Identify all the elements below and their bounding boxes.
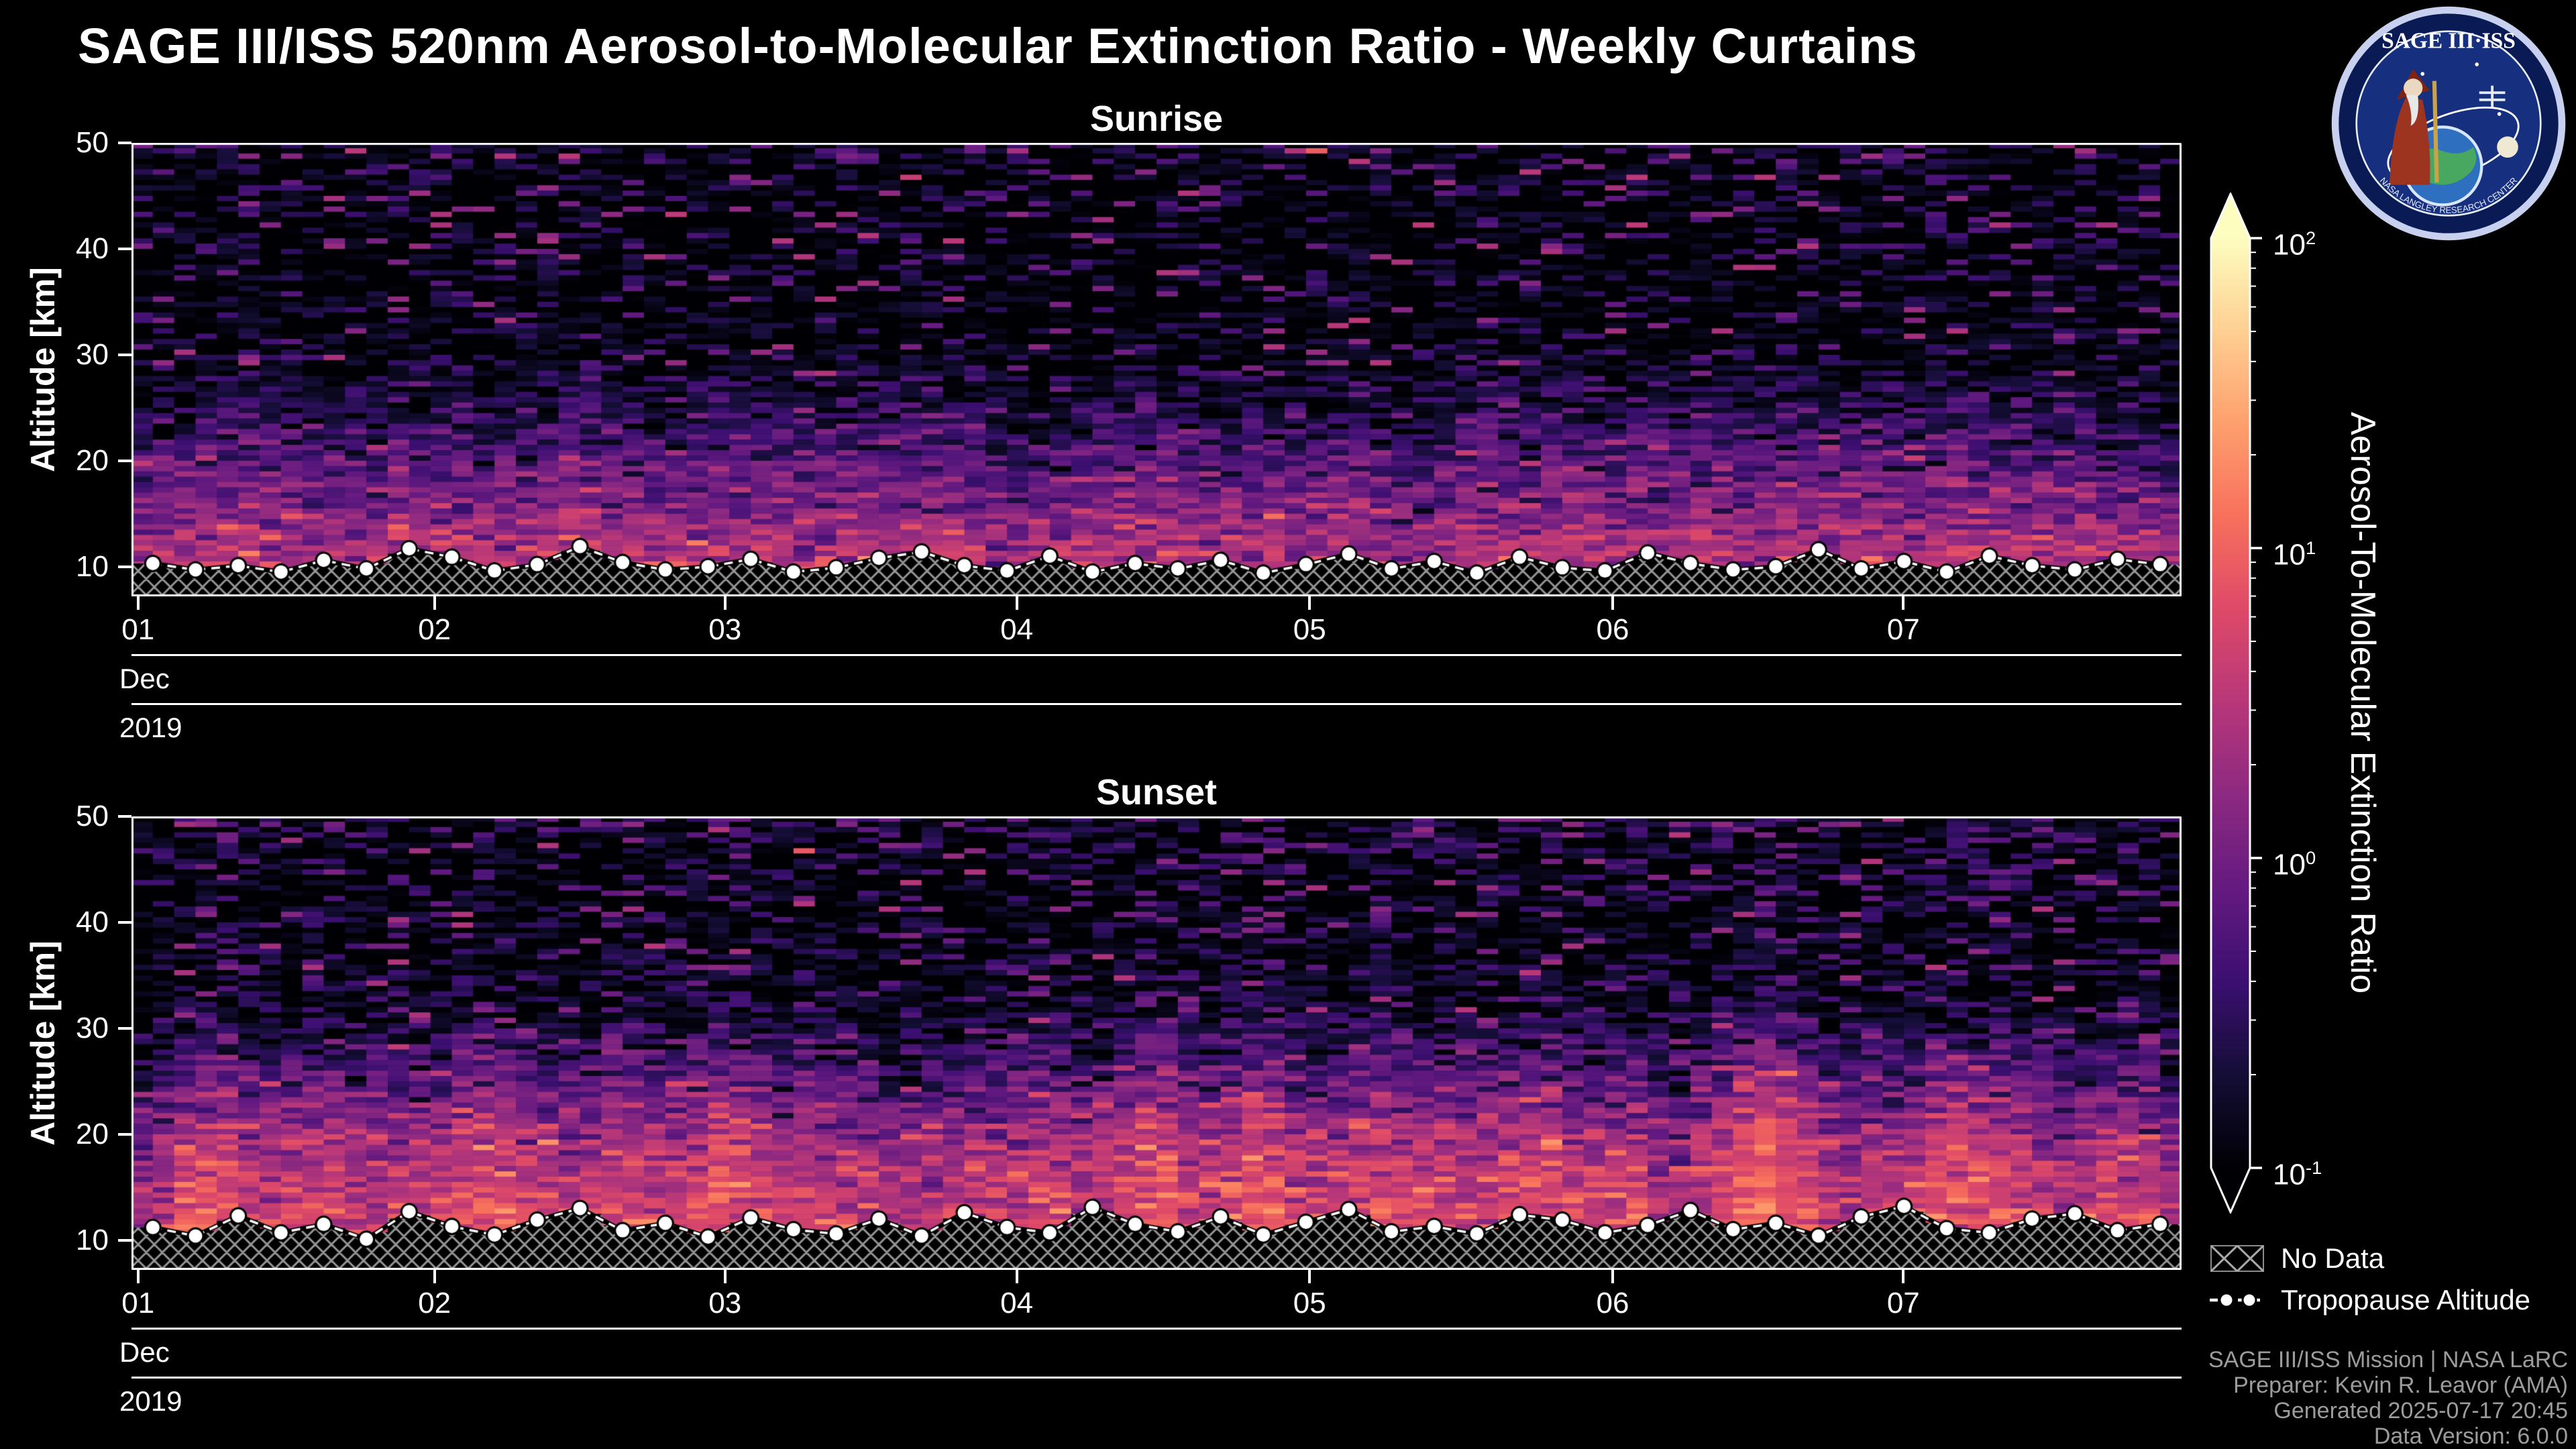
x-axis-month-line <box>131 1328 2182 1330</box>
x-tick-label: 03 <box>708 613 742 646</box>
y-tick-mark <box>118 1026 131 1030</box>
y-tick-label: 30 <box>76 337 109 371</box>
colorbar-gradient <box>2210 193 2251 1214</box>
x-axis-month-offset-label: Dec <box>119 663 170 694</box>
y-tick-mark <box>118 247 131 250</box>
footer-credits: SAGE III/ISS Mission | NASA LaRC Prepare… <box>2208 1347 2568 1449</box>
page-title: SAGE III/ISS 520nm Aerosol-to-Molecular … <box>78 18 1918 74</box>
x-tick-label: 05 <box>1293 1287 1326 1320</box>
x-tick-mark <box>1611 596 1614 610</box>
x-tick-label: 01 <box>121 613 155 646</box>
y-tick-mark <box>118 142 131 144</box>
tropopause-label: Tropopause Altitude <box>2281 1284 2531 1316</box>
y-tick-label: 20 <box>76 443 109 477</box>
colorbar-tick-label: 100 <box>2273 847 2316 881</box>
x-tick-label: 03 <box>708 1287 742 1320</box>
x-axis-month-line <box>131 654 2182 656</box>
logo-moon <box>2497 136 2518 158</box>
x-axis-year-line <box>131 703 2182 705</box>
legend: No Data Tropopause Altitude <box>2208 1242 2530 1316</box>
y-tick-label: 50 <box>76 126 109 159</box>
sunset-heatmap <box>131 816 2182 1270</box>
x-tick-mark <box>1015 596 1018 610</box>
x-tick-mark <box>1308 1270 1311 1283</box>
x-tick-label: 06 <box>1596 613 1629 646</box>
colorbar-tick-label: 102 <box>2273 227 2316 262</box>
colorbar-ticks <box>2250 237 2262 1169</box>
x-tick-label: 05 <box>1293 613 1326 646</box>
x-tick-label: 01 <box>121 1287 155 1320</box>
y-tick-label: 40 <box>76 231 109 265</box>
x-tick-label: 04 <box>1000 1287 1034 1320</box>
tropopause-marker-icon <box>2210 1292 2265 1308</box>
y-tick-label: 50 <box>76 800 109 833</box>
x-tick-mark <box>1308 596 1311 610</box>
footer-line-generated: Generated 2025-07-17 20:45 <box>2273 1398 2568 1424</box>
x-tick-mark <box>723 1270 727 1283</box>
footer-line-version: Data Version: 6.0.0 <box>2373 1424 2568 1449</box>
y-tick-mark <box>118 353 131 356</box>
y-tick-mark <box>118 815 131 818</box>
sunset-panel-title: Sunset <box>1095 772 1218 812</box>
colorbar-tick-label: 101 <box>2273 537 2316 572</box>
x-tick-label: 07 <box>1886 613 1920 646</box>
y-tick-mark <box>118 1132 131 1136</box>
x-tick-label: 07 <box>1886 1287 1920 1320</box>
footer-line-preparer: Preparer: Kevin R. Leavor (AMA) <box>2233 1373 2568 1398</box>
x-tick-mark <box>433 1270 436 1283</box>
legend-tropopause-row: Tropopause Altitude <box>2208 1284 2530 1316</box>
x-tick-mark <box>136 596 140 610</box>
logo-wizard-figure <box>2390 69 2439 185</box>
sunrise-panel-title: Sunrise <box>1089 99 1224 139</box>
x-tick-label: 04 <box>1000 613 1034 646</box>
x-axis-year-line <box>131 1377 2182 1379</box>
x-tick-mark <box>723 596 727 610</box>
y-tick-label: 30 <box>76 1011 109 1044</box>
y-tick-label: 10 <box>76 1223 109 1256</box>
y-tick-label: 40 <box>76 905 109 938</box>
x-tick-mark <box>1015 1270 1018 1283</box>
sunrise-heatmap <box>131 143 2182 596</box>
x-axis-year-offset-label: 2019 <box>119 712 182 743</box>
sage-iii-iss-logo: SAGE III·ISS NASA LANGLEY RESEARCH CENTE… <box>2331 6 2566 241</box>
y-tick-mark <box>118 565 131 568</box>
footer-line-mission: SAGE III/ISS Mission | NASA LaRC <box>2208 1347 2568 1373</box>
colorbar-tick-label: 10-1 <box>2273 1157 2322 1191</box>
y-tick-label: 20 <box>76 1117 109 1150</box>
no-data-label: No Data <box>2281 1242 2385 1274</box>
colorbar <box>2210 193 2262 1214</box>
x-tick-label: 06 <box>1596 1287 1629 1320</box>
no-data-hatch-icon <box>2210 1244 2265 1273</box>
x-tick-mark <box>136 1270 140 1283</box>
x-tick-mark <box>433 596 436 610</box>
x-axis-year-offset-label: 2019 <box>119 1385 182 1417</box>
y-tick-mark <box>118 920 131 924</box>
x-tick-label: 02 <box>418 1287 451 1320</box>
x-tick-mark <box>1611 1270 1614 1283</box>
logo-iss-icon <box>2479 85 2506 107</box>
x-tick-label: 02 <box>418 613 451 646</box>
x-tick-mark <box>1902 1270 1905 1283</box>
colorbar-axis-label: Aerosol-To-Molecular Extinction Ratio <box>2343 412 2382 994</box>
x-tick-mark <box>1902 596 1905 610</box>
legend-no-data-row: No Data <box>2208 1242 2530 1275</box>
logo-title: SAGE III·ISS <box>2381 28 2516 53</box>
x-axis-month-offset-label: Dec <box>119 1336 170 1368</box>
y-tick-mark <box>118 1238 131 1242</box>
y-tick-mark <box>118 459 131 462</box>
y-tick-label: 10 <box>76 549 109 583</box>
